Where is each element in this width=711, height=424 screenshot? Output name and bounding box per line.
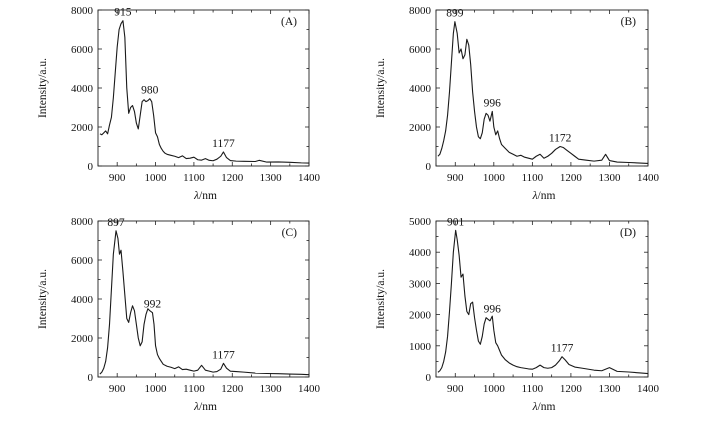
x-axis-title-unit: /nm [538,190,556,202]
panel-label: (D) [620,227,636,239]
y-tick-label: 8000 [71,5,94,17]
x-tick-label: 1100 [522,383,544,395]
y-tick-label: 0 [426,372,432,384]
y-tick-label: 2000 [71,333,94,345]
x-tick-label: 900 [109,383,126,395]
chart-panel-4: 900 1000 1100 1200 1300 1400 0 1000 2000 3000 4000… [375,216,660,413]
peak-label: 1177 [212,138,235,150]
spectrum-line [99,20,310,164]
peak-label: 992 [144,299,162,311]
peak-label: 1177 [551,343,574,355]
x-axis-title: λ/nm [532,190,556,202]
panel-label: (A) [281,16,297,28]
x-tick-label: 1300 [260,383,283,395]
y-tick-label: 2000 [71,122,94,134]
y-tick-label: 4000 [71,83,94,95]
x-tick-label: 1200 [560,383,583,395]
x-axis-title-symbol: λ [193,190,199,202]
spectrum-line [99,230,310,376]
x-tick-label: 1400 [637,172,660,184]
y-axis-title: Intensity/a.u. [375,269,387,329]
x-axis-title-symbol: λ [532,190,538,202]
x-tick-label: 1300 [598,172,621,184]
chart-panel-2: 900 1000 1100 1200 1300 1400 0 2000 4000 6000 8000… [375,5,660,202]
x-axis-title: λ/nm [193,401,217,413]
plot-frame [97,220,310,378]
x-tick-label: 1000 [145,172,168,184]
panel-label: (B) [621,16,637,28]
y-tick-label: 4000 [71,294,94,306]
y-tick-label: 2000 [409,310,432,322]
y-axis-title: Intensity/a.u. [37,58,49,118]
y-axis-title: Intensity/a.u. [37,269,49,329]
y-tick-label: 8000 [71,216,94,228]
x-tick-label: 900 [447,172,464,184]
x-tick-label: 900 [109,172,126,184]
x-tick-label: 1200 [221,172,244,184]
plot-frame [97,9,310,167]
x-axis-title-unit: /nm [538,401,556,413]
plot-frame [435,220,649,378]
plot-frame [435,9,649,167]
y-tick-label: 3000 [409,278,432,290]
x-tick-label: 1300 [598,383,621,395]
peak-label: 897 [107,217,125,229]
x-tick-label: 1400 [298,383,321,395]
x-axis-title: λ/nm [193,190,217,202]
y-tick-label: 0 [88,161,94,173]
x-axis-title-symbol: λ [193,401,199,413]
peak-label: 1177 [212,349,235,361]
chart-panel-1: 900 1000 1100 1200 1300 1400 0 2000 4000 6000 8000… [37,5,321,202]
x-tick-label: 1100 [183,172,205,184]
x-tick-label: 1000 [483,383,506,395]
x-tick-label: 1200 [221,383,244,395]
y-tick-label: 6000 [409,44,432,56]
x-tick-label: 1000 [145,383,168,395]
x-tick-label: 1300 [260,172,283,184]
peak-label: 899 [446,8,464,20]
x-axis-title-symbol: λ [532,401,538,413]
peak-label: 1172 [549,133,572,145]
y-tick-label: 6000 [71,255,94,267]
spectrum-line [437,229,649,375]
y-tick-label: 4000 [409,247,432,259]
y-tick-label: 0 [426,161,432,173]
y-tick-label: 6000 [71,44,94,56]
y-tick-label: 8000 [409,5,432,17]
y-tick-label: 0 [88,372,94,384]
x-axis-title: λ/nm [532,401,556,413]
x-tick-label: 900 [447,383,464,395]
x-tick-label: 1000 [483,172,506,184]
x-tick-label: 1400 [637,383,660,395]
y-axis-title: Intensity/a.u. [375,58,387,118]
x-tick-label: 1200 [560,172,583,184]
x-tick-label: 1100 [183,383,205,395]
x-axis-title-unit: /nm [199,401,217,413]
y-tick-label: 1000 [409,341,432,353]
peak-label: 980 [141,85,159,97]
x-tick-label: 1400 [298,172,321,184]
peak-label: 996 [484,97,502,109]
y-tick-label: 2000 [409,122,432,134]
peak-label: 996 [484,304,502,316]
chart-panel-3: 900 1000 1100 1200 1300 1400 0 2000 4000 6000 8000… [37,216,321,413]
panel-label: (C) [282,227,298,239]
peak-label: 915 [114,7,132,19]
x-tick-label: 1100 [522,172,544,184]
y-tick-label: 4000 [409,83,432,95]
x-axis-title-unit: /nm [199,190,217,202]
peak-label: 901 [447,216,465,228]
y-tick-label: 5000 [409,216,432,228]
spectrum-line [437,21,649,165]
